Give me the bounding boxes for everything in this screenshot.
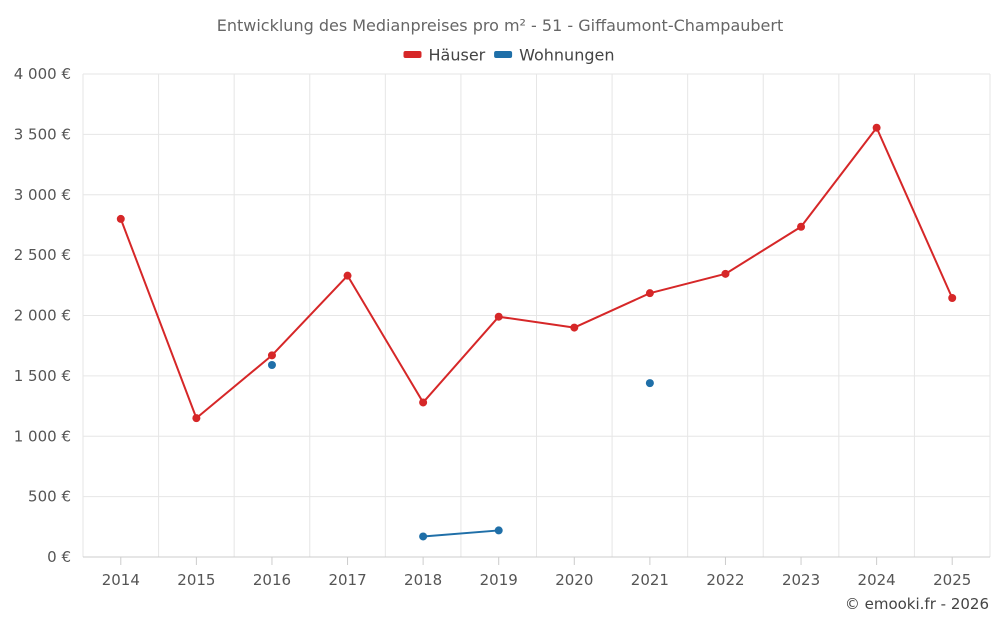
legend-label: Häuser — [429, 46, 486, 65]
x-tick-label: 2023 — [782, 571, 820, 589]
axis-layer: 0 € 500 € 1 000 € 1 500 € 2 000 € 2 500 € 3 00… — [14, 65, 990, 589]
x-tick-label: 2025 — [933, 571, 971, 589]
legend-item-wohnungen[interactable]: Wohnungen — [494, 46, 614, 65]
y-tick-label: 3 500 € — [14, 125, 71, 143]
data-point-h-user[interactable] — [343, 271, 352, 280]
y-tick-label: 4 000 € — [14, 65, 71, 83]
data-point-h-user[interactable] — [872, 123, 881, 132]
data-point-h-user[interactable] — [494, 312, 503, 321]
y-tick-label: 2 500 € — [14, 246, 71, 264]
y-tick-label: 3 000 € — [14, 186, 71, 204]
x-tick-label: 2022 — [706, 571, 744, 589]
data-point-h-user[interactable] — [116, 214, 125, 223]
series-h-user — [116, 123, 957, 423]
y-tick-label: 500 € — [28, 488, 71, 506]
y-tick-label: 1 000 € — [14, 427, 71, 445]
chart-title: Entwicklung des Medianpreises pro m² - 5… — [217, 16, 784, 35]
legend-label: Wohnungen — [519, 46, 614, 65]
data-point-h-user[interactable] — [419, 398, 428, 407]
data-point-h-user[interactable] — [570, 323, 579, 332]
legend-item-h-user[interactable]: Häuser — [403, 46, 486, 65]
x-tick-label: 2015 — [177, 571, 215, 589]
x-tick-label: 2016 — [253, 571, 291, 589]
data-point-wohnungen[interactable] — [494, 526, 503, 535]
legend-swatch — [494, 51, 513, 58]
data-point-wohnungen[interactable] — [419, 532, 428, 541]
y-tick-label: 0 € — [47, 548, 71, 566]
y-tick-label: 1 500 € — [14, 367, 71, 385]
grid-layer — [82, 73, 991, 557]
x-tick-label: 2019 — [480, 571, 518, 589]
series-wohnungen — [267, 361, 654, 541]
x-tick-label: 2018 — [404, 571, 442, 589]
credit-text: © emooki.fr - 2026 — [845, 595, 989, 613]
x-tick-label: 2020 — [555, 571, 593, 589]
data-point-h-user[interactable] — [721, 269, 730, 278]
series-line-h-user — [119, 126, 954, 420]
data-point-h-user[interactable] — [948, 293, 957, 302]
data-point-h-user[interactable] — [645, 289, 654, 298]
x-tick-label: 2014 — [102, 571, 140, 589]
legend[interactable]: Häuser Wohnungen — [403, 46, 615, 65]
series-line-wohnungen — [422, 529, 500, 538]
legend-swatch — [403, 51, 422, 58]
data-point-h-user[interactable] — [267, 351, 276, 360]
series-layer — [116, 123, 957, 541]
data-point-wohnungen[interactable] — [645, 379, 654, 388]
x-tick-label: 2024 — [858, 571, 896, 589]
data-point-h-user[interactable] — [192, 414, 201, 423]
x-tick-label: 2021 — [631, 571, 669, 589]
x-tick-label: 2017 — [328, 571, 366, 589]
data-point-wohnungen[interactable] — [267, 361, 276, 370]
y-tick-label: 2 000 € — [14, 307, 71, 325]
data-point-h-user[interactable] — [797, 222, 806, 231]
